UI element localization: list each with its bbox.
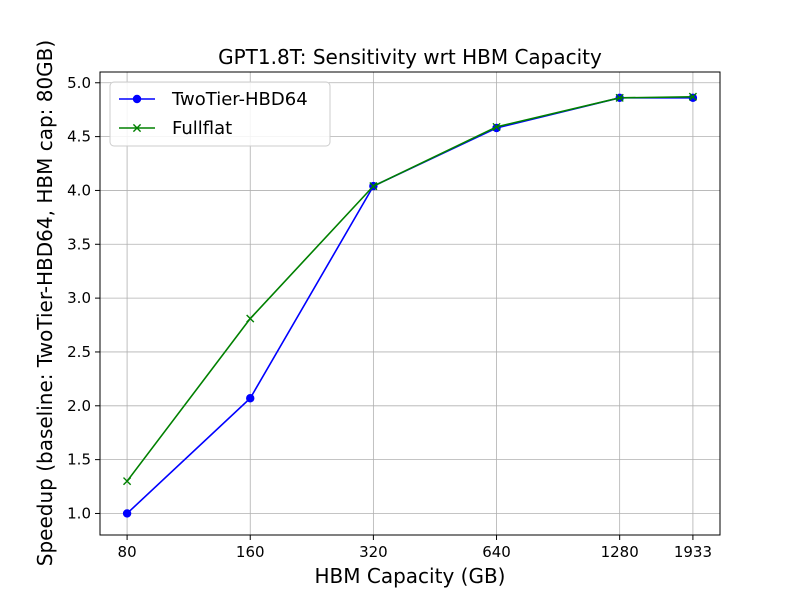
series-line <box>126 97 693 515</box>
y-tick-label: 5.0 <box>67 74 91 92</box>
y-tick-label: 3.0 <box>67 289 91 307</box>
y-axis-label: Speedup (baseline: TwoTier-HBD64, HBM ca… <box>33 40 57 566</box>
legend-marker <box>132 123 142 133</box>
y-tick-label: 4.0 <box>67 181 91 199</box>
x-tick-label: 1933 <box>674 543 712 561</box>
legend-box <box>109 81 331 147</box>
grid <box>100 72 720 535</box>
y-axis-ticks: 1.0 1.5 2.0 2.5 3.0 3.5 4.0 4.5 5.0 <box>67 74 100 522</box>
data-point <box>492 122 501 132</box>
data-point <box>615 93 624 102</box>
data-point <box>246 314 255 323</box>
x-tick-label: 160 <box>236 543 265 561</box>
legend-item: TwoTier-HBD64 <box>119 89 308 110</box>
legend-item: Fullflat <box>119 118 232 139</box>
x-tick-label: 80 <box>118 543 137 561</box>
x-axis-label: HBM Capacity (GB) <box>315 564 506 588</box>
x-tick-label: 320 <box>359 543 388 561</box>
plot-frame <box>99 71 721 536</box>
legend: TwoTier-HBD64 Fullflat <box>109 81 331 147</box>
y-tick-label: 2.0 <box>67 397 91 415</box>
legend-marker <box>132 94 142 104</box>
series-fullflat <box>122 92 698 486</box>
y-tick-label: 4.5 <box>67 128 91 146</box>
y-tick-label: 1.5 <box>67 451 91 469</box>
series-twotier-hbd64 <box>122 93 698 518</box>
series-line <box>126 95 693 482</box>
chart-title: GPT1.8T: Sensitivity wrt HBM Capacity <box>218 45 602 69</box>
x-tick-label: 1280 <box>601 543 639 561</box>
data-point <box>122 509 132 518</box>
legend-label: TwoTier-HBD64 <box>171 89 308 110</box>
data-point <box>246 394 255 403</box>
series-layer <box>122 92 698 518</box>
data-point <box>688 92 698 101</box>
data-point <box>369 182 378 191</box>
legend-label: Fullflat <box>172 118 232 139</box>
y-tick-label: 3.5 <box>67 235 91 253</box>
y-tick-label: 2.5 <box>67 343 91 361</box>
x-tick-label: 640 <box>482 543 511 561</box>
data-point <box>688 93 698 103</box>
data-point <box>122 477 132 486</box>
y-tick-label: 1.0 <box>67 504 91 522</box>
x-axis-ticks: 80 160 320 640 1280 1933 <box>118 535 712 561</box>
